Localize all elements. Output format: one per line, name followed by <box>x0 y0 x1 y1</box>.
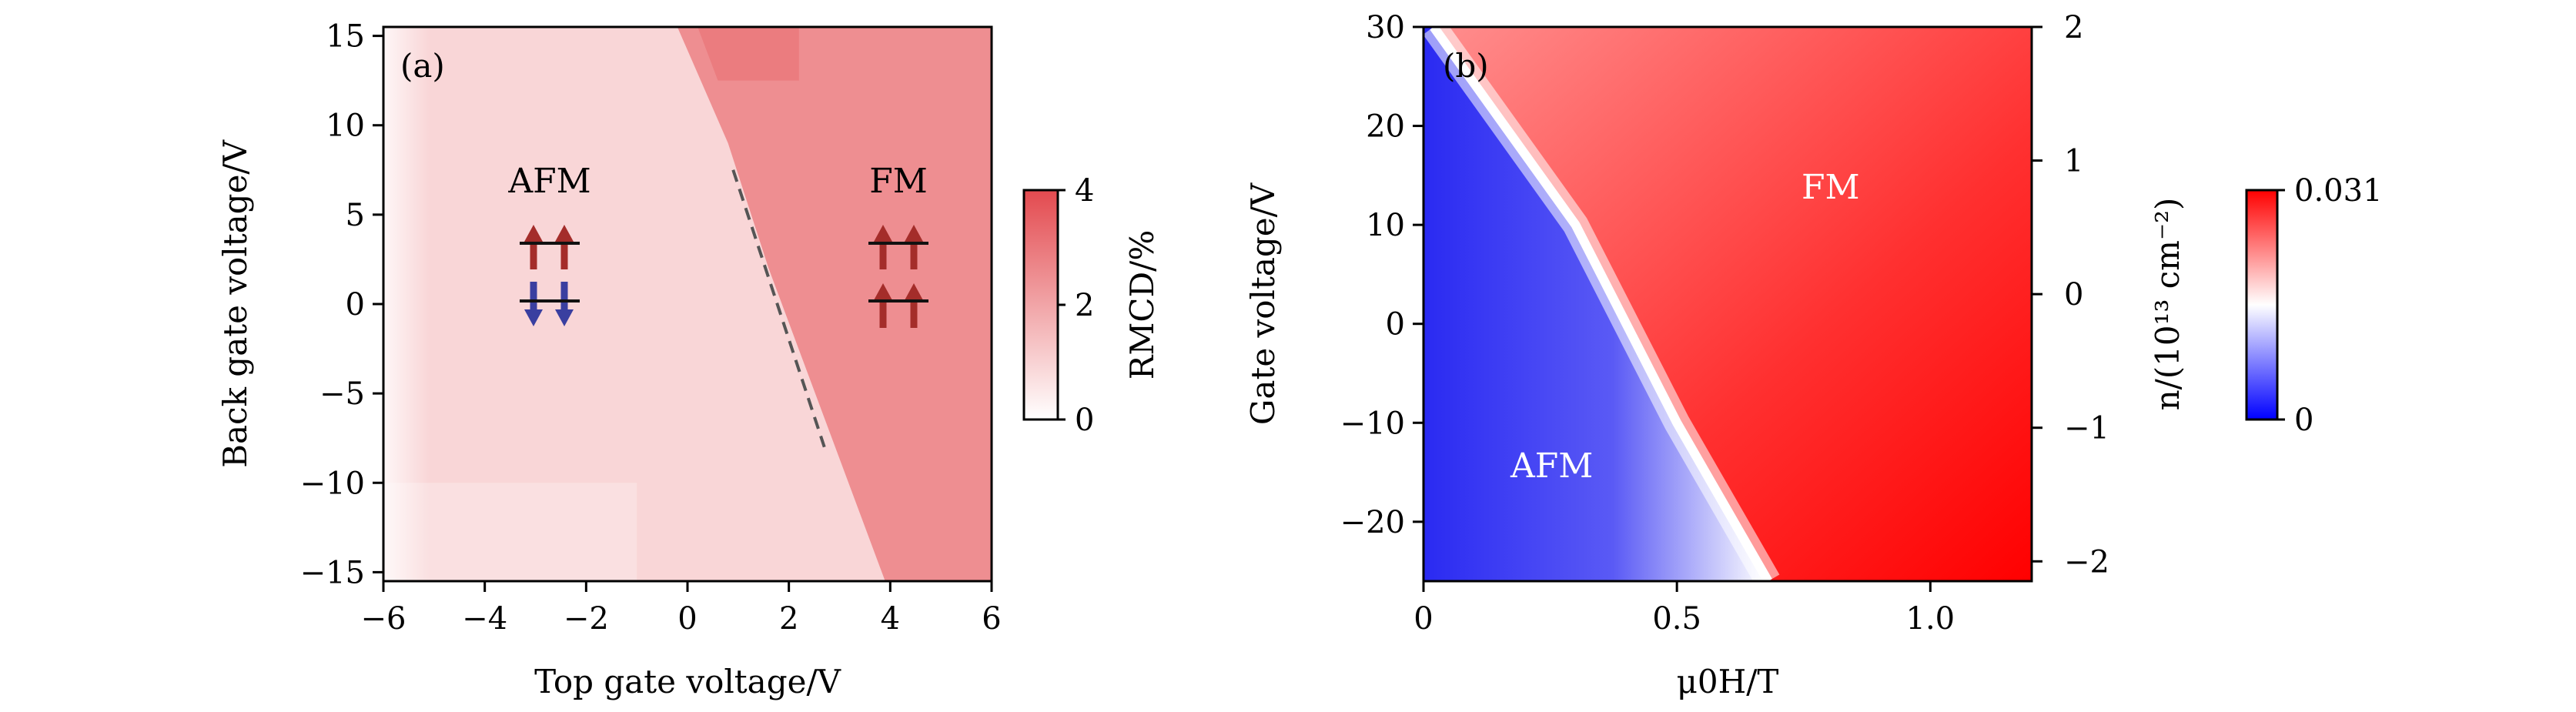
fm-label-b: FM <box>1802 168 1860 207</box>
y2-tick-label: −2 <box>2064 544 2109 580</box>
y-tick-label: 0 <box>346 287 365 323</box>
x-axis-title-b: μ0H/T <box>1677 663 1779 700</box>
x-tick-label: −2 <box>564 601 609 637</box>
spin-up-arrow <box>524 225 543 269</box>
colorbar-tick-label: 2 <box>1075 288 1094 323</box>
y-tick-label: 5 <box>346 198 365 233</box>
y-tick-label: −10 <box>300 466 365 501</box>
plot-frame-b <box>1422 25 2033 583</box>
spin-up-arrow <box>555 225 574 269</box>
afm-label: AFM <box>507 162 590 201</box>
panel-label-a: (a) <box>400 47 445 85</box>
fm-region-a <box>677 27 992 581</box>
colorbar-tick-label: 4 <box>1075 173 1094 209</box>
panel-label-b: (b) <box>1443 47 1489 85</box>
y-tick-label: 15 <box>326 19 365 55</box>
x-tick-label: 4 <box>881 601 900 637</box>
x-tick-label: −6 <box>361 601 406 637</box>
colorbar-a <box>1022 189 1059 421</box>
y-tick-label: −5 <box>319 376 365 412</box>
afm-label-b: AFM <box>1510 446 1593 486</box>
colorbar-b <box>2245 189 2279 421</box>
colorbar-tick-label: 0 <box>2294 403 2313 438</box>
heatmap-a <box>383 27 992 581</box>
x-tick-label: 0.5 <box>1652 601 1701 637</box>
heatmap-b <box>1423 27 2032 581</box>
spin-up-arrow <box>874 283 892 328</box>
y-tick-label: −20 <box>1340 505 1405 540</box>
transition-line <box>1430 27 1772 581</box>
x-axis-title: Top gate voltage/V <box>534 663 841 700</box>
x-tick-label: 6 <box>982 601 1001 637</box>
x-tick-label: 0 <box>677 601 697 637</box>
panel-a: AFM FM (a) −6 −4 −2 0 2 4 6 15 10 5 0 −5 −10 −15 Top gate… <box>216 19 1161 700</box>
y-tick-label: 30 <box>1366 10 1405 45</box>
colorbar-label-a: RMCD/% <box>1123 230 1161 380</box>
y2-tick-label: 0 <box>2064 277 2083 313</box>
y-axis-title-b: Gate voltage/V <box>1244 182 1282 425</box>
spin-up-arrow <box>905 225 923 269</box>
y-tick-label: −10 <box>1340 406 1405 441</box>
x-tick-label: 0 <box>1413 601 1433 637</box>
fm-label: FM <box>869 162 928 201</box>
y2-axis-title-b: n/(10¹³ cm⁻²) <box>2149 198 2186 411</box>
y-axis-title: Back gate voltage/V <box>216 139 254 467</box>
low-edge-a <box>383 483 637 581</box>
y2-tick-label: −1 <box>2064 411 2109 446</box>
x-tick-label: 1.0 <box>1906 601 1955 637</box>
spin-up-arrow <box>874 225 892 269</box>
spin-down-arrow <box>555 282 574 326</box>
y-tick-label: 20 <box>1366 109 1405 145</box>
x-tick-label: −4 <box>462 601 507 637</box>
fm-hotspot-a <box>698 27 799 81</box>
y2-tick-label: 2 <box>2064 10 2083 45</box>
y2-tick-label: 1 <box>2064 144 2083 179</box>
y-tick-label: 0 <box>1386 307 1405 343</box>
colorbar-tick-label: 0.031 <box>2294 173 2383 209</box>
spin-up-arrow <box>905 283 923 328</box>
y-tick-label: −15 <box>300 555 365 590</box>
y-tick-label: 10 <box>326 109 365 144</box>
colorbar-tick-label: 0 <box>1075 403 1094 438</box>
phase-boundary-line <box>731 169 826 448</box>
spin-down-arrow <box>524 282 543 326</box>
x-tick-label: 2 <box>779 601 798 637</box>
left-edge-a <box>383 27 430 581</box>
y-tick-label: 10 <box>1366 208 1405 243</box>
